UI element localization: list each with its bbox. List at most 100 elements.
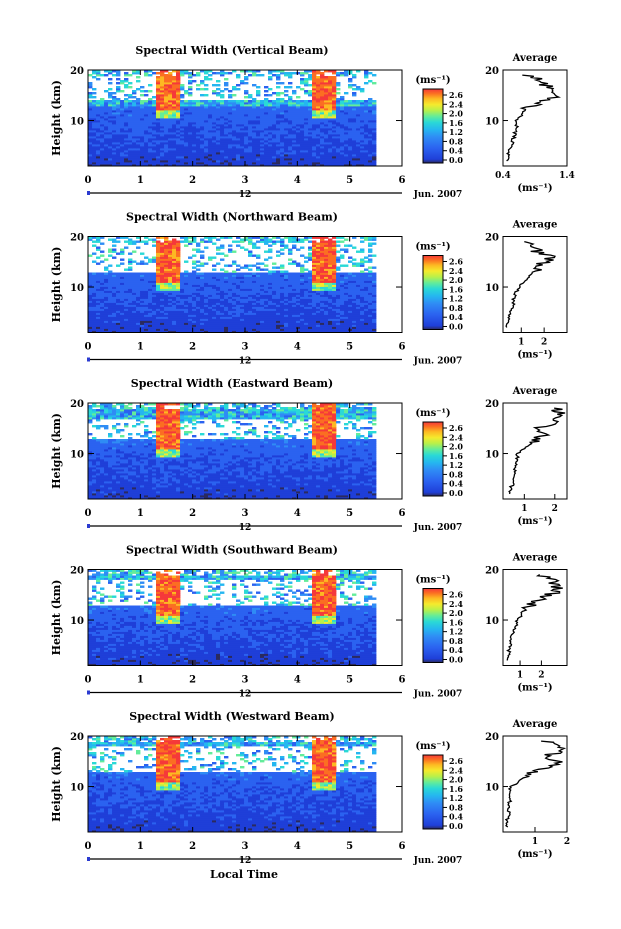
panel-5: Spectral Width (Westward Beam)0 1 2 3 4 5 612 J… xyxy=(50,710,570,866)
y-tick-label: 20 xyxy=(70,732,84,743)
x-tick-label: 6 xyxy=(399,508,406,519)
colorbar-tick-label: 0.0 xyxy=(449,322,463,332)
x-tick-label: 6 xyxy=(399,342,406,353)
colorbar-unit: (ms⁻¹) xyxy=(415,575,450,586)
colorbar-tick-label: 2.4 xyxy=(449,599,463,609)
colorbar-tick-label: 1.2 xyxy=(449,127,463,137)
colorbar-tick-label: 0.8 xyxy=(449,636,463,646)
colorbar-tick-label: 1.6 xyxy=(449,784,463,794)
colorbar-tick-label: 2.6 xyxy=(449,257,463,267)
x-tick-label: 0 xyxy=(85,342,92,353)
average-title: Average xyxy=(512,53,558,64)
x-tick-label: 6 xyxy=(399,675,406,686)
y-tick-label: 10 xyxy=(70,450,84,461)
x-tick-label: 5 xyxy=(346,841,353,852)
date-day: 12 xyxy=(239,190,252,200)
average-x-tick-label: 0.4 xyxy=(495,171,511,181)
colorbar-tick-label: 1.2 xyxy=(449,627,463,637)
colorbar-tick-label: 0.4 xyxy=(449,479,463,489)
panel-title: Spectral Width (Eastward Beam) xyxy=(131,377,333,390)
y-tick-label: 10 xyxy=(70,283,84,294)
date-marker xyxy=(87,191,90,195)
average-frame xyxy=(502,402,568,500)
x-axis-label: Local Time xyxy=(210,868,278,881)
y-tick-label: 10 xyxy=(70,783,84,794)
average-profile-line xyxy=(508,407,566,495)
date-day: 12 xyxy=(239,856,252,866)
average-title: Average xyxy=(512,719,558,730)
colorbar-tick-label: 0.0 xyxy=(449,488,463,498)
date-day: 12 xyxy=(239,690,252,700)
average-y-tick-label: 10 xyxy=(485,616,499,627)
colorbar-tick-label: 2.4 xyxy=(449,99,463,109)
average-y-tick-label: 20 xyxy=(485,66,499,77)
y-axis-label: Height (km) xyxy=(50,580,63,656)
average-profile-line xyxy=(505,240,556,328)
x-tick-label: 4 xyxy=(294,342,301,353)
colorbar-tick-label: 2.0 xyxy=(449,608,463,618)
y-axis-label: Height (km) xyxy=(50,746,63,822)
heatmap xyxy=(88,736,377,833)
x-tick-label: 2 xyxy=(189,508,196,519)
date-marker xyxy=(87,524,90,528)
x-tick-label: 4 xyxy=(294,508,301,519)
x-tick-label: 1 xyxy=(137,841,144,852)
average-x-tick-label: 2 xyxy=(538,671,544,681)
colorbar-tick-label: 1.2 xyxy=(449,460,463,470)
x-tick-label: 3 xyxy=(242,508,249,519)
panel-title: Spectral Width (Westward Beam) xyxy=(129,710,334,723)
average-unit: (ms⁻¹) xyxy=(517,683,552,694)
x-tick-label: 0 xyxy=(85,675,92,686)
average-x-tick-label: 1.4 xyxy=(559,171,575,181)
average-x-tick-label: 2 xyxy=(552,504,558,514)
average-unit: (ms⁻¹) xyxy=(517,350,552,361)
average-x-tick-label: 1 xyxy=(532,837,538,847)
colorbar-tick-label: 2.0 xyxy=(449,775,463,785)
colorbar-tick-label: 0.8 xyxy=(449,303,463,313)
colorbar-tick-label: 0.4 xyxy=(449,146,463,156)
colorbar-tick-label: 1.6 xyxy=(449,118,463,128)
colorbar xyxy=(422,421,444,497)
heatmap xyxy=(88,403,377,500)
colorbar xyxy=(422,754,444,830)
colorbar-tick-label: 0.4 xyxy=(449,812,463,822)
colorbar-tick-label: 0.4 xyxy=(449,312,463,322)
colorbar-tick-label: 0.8 xyxy=(449,136,463,146)
x-tick-label: 6 xyxy=(399,841,406,852)
y-tick-label: 20 xyxy=(70,566,84,577)
y-axis-label: Height (km) xyxy=(50,247,63,323)
date-marker xyxy=(87,357,90,362)
panel-title: Spectral Width (Northward Beam) xyxy=(126,211,338,224)
date-marker xyxy=(87,857,90,861)
average-unit: (ms⁻¹) xyxy=(517,516,552,527)
colorbar-tick-label: 1.6 xyxy=(449,451,463,461)
colorbar-tick-label: 2.6 xyxy=(449,423,463,433)
average-y-tick-label: 10 xyxy=(485,450,499,461)
x-tick-label: 2 xyxy=(189,841,196,852)
colorbar-tick-label: 1.2 xyxy=(449,294,463,304)
average-x-tick-label: 1 xyxy=(517,671,523,681)
y-axis-label: Height (km) xyxy=(50,80,63,156)
average-y-tick-label: 20 xyxy=(485,566,499,577)
date-label: Jun. 2007 xyxy=(413,357,463,367)
x-tick-label: 0 xyxy=(85,175,92,186)
average-x-tick-label: 2 xyxy=(564,837,570,847)
heatmap xyxy=(88,236,377,333)
x-tick-label: 2 xyxy=(189,342,196,353)
x-tick-label: 1 xyxy=(137,175,144,186)
date-marker xyxy=(87,690,90,695)
colorbar-tick-label: 2.0 xyxy=(449,109,463,119)
y-tick-label: 20 xyxy=(70,233,84,244)
colorbar-tick-label: 2.6 xyxy=(449,590,463,600)
x-tick-label: 4 xyxy=(294,175,301,186)
x-tick-label: 3 xyxy=(242,841,249,852)
colorbar-tick-label: 2.6 xyxy=(449,756,463,766)
colorbar-unit: (ms⁻¹) xyxy=(415,75,450,86)
colorbar xyxy=(422,255,444,330)
average-title: Average xyxy=(512,553,558,564)
colorbar-tick-label: 1.6 xyxy=(449,284,463,294)
y-axis-label: Height (km) xyxy=(50,413,63,489)
x-tick-label: 2 xyxy=(189,675,196,686)
average-frame xyxy=(502,236,568,333)
